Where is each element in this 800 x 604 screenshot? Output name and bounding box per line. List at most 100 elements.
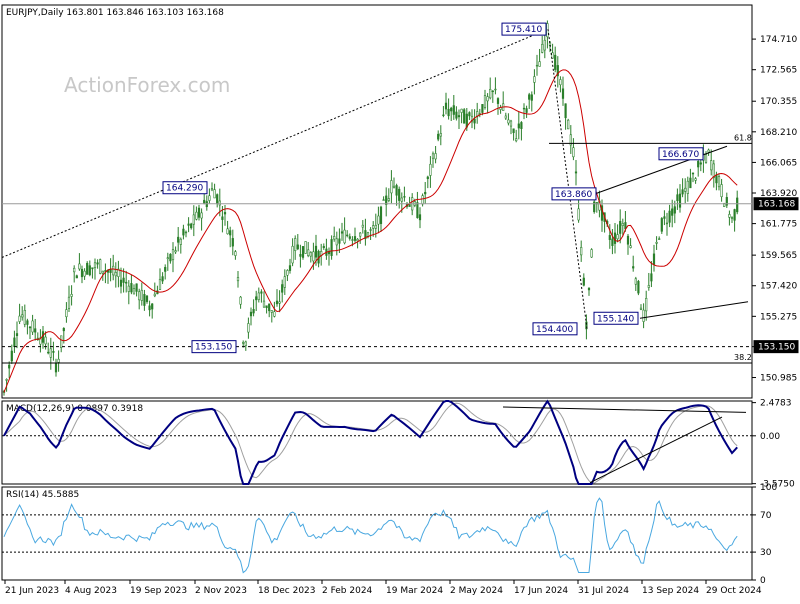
watermark: ActionForex.com <box>64 73 230 97</box>
y-tick-label: 155.275 <box>760 312 797 322</box>
candle-body <box>10 350 13 362</box>
candle-body <box>694 178 697 181</box>
candle-body <box>117 268 120 277</box>
candle-body <box>712 163 715 179</box>
candle-body <box>681 189 684 195</box>
candle-body <box>351 239 354 241</box>
candle-body <box>31 320 34 333</box>
candle-body <box>158 278 162 290</box>
candle-body <box>70 293 73 297</box>
candle-body <box>125 281 128 284</box>
candle-body <box>710 160 713 171</box>
candle-body <box>626 235 630 245</box>
candle-body <box>385 195 388 205</box>
candle-body <box>301 246 305 258</box>
candle-body <box>697 161 700 168</box>
annotation-box <box>501 22 547 36</box>
candle-body <box>138 291 141 301</box>
candle-body <box>647 285 650 288</box>
candle-body <box>525 108 528 113</box>
fib-level-label: 61.8 <box>734 133 752 142</box>
candle-body <box>57 358 60 363</box>
candle-body <box>395 185 398 196</box>
candle-body <box>665 222 669 225</box>
last-price-axis-label-box <box>753 197 799 211</box>
candle-body <box>210 188 214 191</box>
candle-body <box>216 194 219 204</box>
x-tick-label: 2 May 2024 <box>450 586 503 596</box>
candle-body <box>130 283 133 293</box>
candle-body <box>668 210 671 223</box>
rsi-y-label: 0 <box>760 576 766 586</box>
candle-body <box>179 238 182 245</box>
candle-body <box>260 291 263 294</box>
candle-body <box>515 138 518 142</box>
candle-body <box>608 235 611 240</box>
candle-body <box>691 172 695 175</box>
candle-body <box>96 262 99 265</box>
candle-body <box>8 364 11 369</box>
candle-body <box>353 236 357 241</box>
candle-body <box>619 221 622 234</box>
candle-body <box>192 214 195 225</box>
pane-frame-1 <box>1 400 753 485</box>
y-tick-label: 168.210 <box>760 128 797 138</box>
candle-body <box>632 266 635 269</box>
annotation-label: 166.670 <box>662 150 699 160</box>
candle-body <box>62 328 65 332</box>
candle-body <box>65 309 68 318</box>
candle-body <box>509 120 513 127</box>
candle-body <box>28 326 32 329</box>
x-tick-label: 18 Dec 2023 <box>258 586 316 596</box>
fib-level-label: 38.2 <box>734 353 752 362</box>
candle-body <box>387 198 390 201</box>
candle-body <box>486 96 489 102</box>
candle-body <box>234 251 237 256</box>
candle-body <box>119 279 123 287</box>
candle-body <box>585 321 588 330</box>
candle-body <box>338 238 341 244</box>
candle-body <box>621 223 624 226</box>
candle-body <box>447 108 450 117</box>
annotation-box <box>593 311 639 325</box>
candle-body <box>203 199 206 204</box>
candle-body <box>543 39 546 51</box>
candle-body <box>15 333 19 336</box>
candle-body <box>671 208 674 216</box>
candle-body <box>374 224 377 229</box>
candle-body <box>88 265 91 276</box>
candle-body <box>299 254 302 257</box>
candle-body <box>707 149 710 153</box>
candle-body <box>200 212 203 219</box>
candle-body <box>504 115 507 119</box>
candle-body <box>242 342 245 344</box>
candle-body <box>281 284 284 293</box>
candle-body <box>530 94 533 101</box>
candle-body <box>556 65 559 77</box>
candle-body <box>80 268 84 278</box>
candle-body <box>676 194 679 201</box>
candle-body <box>725 197 728 206</box>
annotation-label: 164.290 <box>166 184 203 194</box>
candle-body <box>431 153 435 159</box>
candle-body <box>590 249 593 258</box>
candle-body <box>637 281 640 294</box>
candle-body <box>236 277 240 282</box>
candle-body <box>730 217 734 219</box>
candle-body <box>291 245 294 264</box>
candle-body <box>481 104 484 113</box>
candle-body <box>67 296 71 309</box>
candle-body <box>83 270 86 277</box>
candle-body <box>421 195 424 205</box>
candle-body <box>559 79 562 86</box>
candle-body <box>582 277 585 286</box>
candle-body <box>171 249 175 261</box>
candle-body <box>249 311 253 317</box>
candle-body <box>450 107 453 112</box>
candle-body <box>528 94 531 100</box>
candle-body <box>114 272 117 277</box>
candle-body <box>642 309 645 322</box>
candle-body <box>429 163 432 176</box>
candle-body <box>197 207 201 218</box>
candle-body <box>184 231 188 234</box>
